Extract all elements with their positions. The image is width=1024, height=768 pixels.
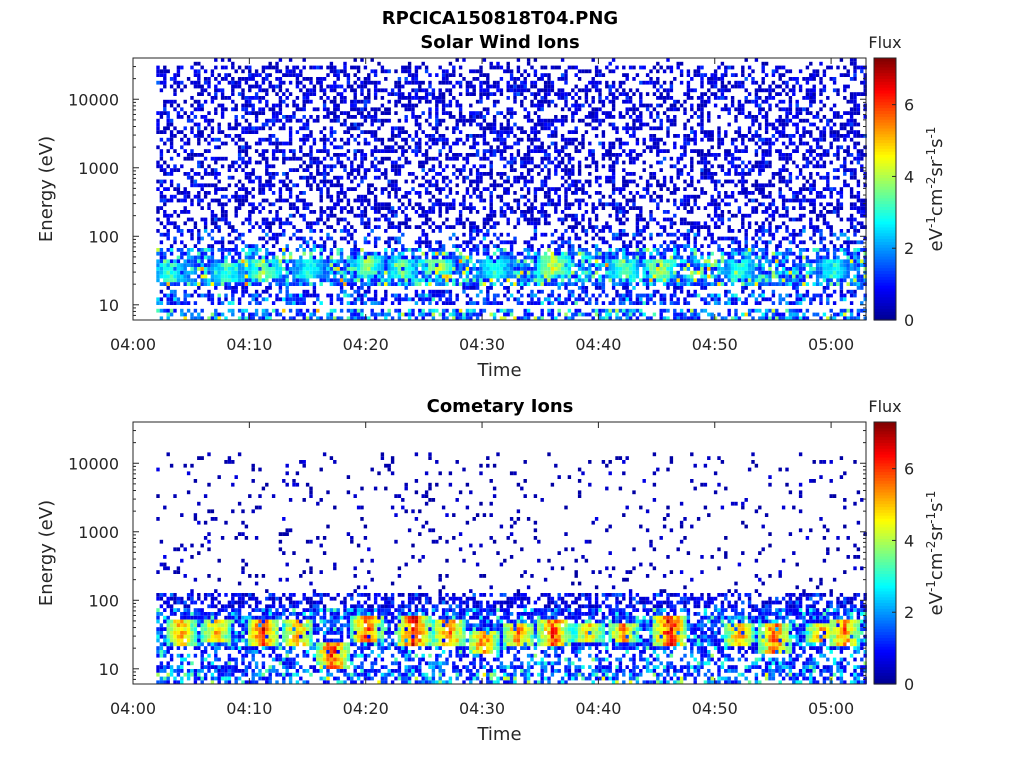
spectrogram <box>156 452 867 685</box>
y-tick-label: 10000 <box>68 454 119 473</box>
colorbar-tick-label: 6 <box>904 96 914 115</box>
colorbar-label: Flux <box>868 397 901 416</box>
unit-exponent: -1 <box>924 580 938 592</box>
unit-symbol: sr <box>926 523 947 540</box>
colorbar-tick-label: 2 <box>904 603 914 622</box>
colorbar-unit-label: eV-1cm-2sr-1s-1 <box>924 127 947 252</box>
x-tick-label: 04:00 <box>110 699 156 718</box>
y-axis-label: Energy (eV) <box>36 500 57 606</box>
colorbar-tick-label: 0 <box>904 675 914 694</box>
unit-symbol: s <box>926 139 947 148</box>
y-tick-label: 10 <box>99 296 119 315</box>
x-tick-label: 04:20 <box>343 335 389 354</box>
y-tick-label: 100 <box>88 591 119 610</box>
x-tick-label: 04:10 <box>226 699 272 718</box>
y-tick-label: 1000 <box>78 159 119 178</box>
colorbar-unit-label: eV-1cm-2sr-1s-1 <box>924 491 947 616</box>
y-tick-label: 1000 <box>78 523 119 542</box>
unit-symbol: s <box>926 503 947 512</box>
colorbar-frame <box>873 57 897 321</box>
panel-title: Cometary Ions <box>427 396 574 417</box>
unit-symbol: eV <box>926 227 947 251</box>
unit-symbol: sr <box>926 159 947 176</box>
x-axis-label: Time <box>476 360 521 381</box>
x-tick-label: 04:10 <box>226 335 272 354</box>
panel-title: Solar Wind Ions <box>420 32 579 53</box>
unit-exponent: -1 <box>924 512 938 524</box>
unit-symbol: cm <box>926 189 947 216</box>
y-axis-label: Energy (eV) <box>36 136 57 242</box>
spectrogram <box>156 58 867 321</box>
unit-symbol: eV <box>926 591 947 615</box>
x-tick-label: 05:00 <box>808 699 854 718</box>
axes-frame <box>132 57 867 321</box>
unit-exponent: -2 <box>924 541 938 553</box>
unit-exponent: -1 <box>924 127 938 139</box>
y-tick-label: 10000 <box>68 90 119 109</box>
unit-symbol: cm <box>926 553 947 580</box>
unit-exponent: -2 <box>924 177 938 189</box>
y-tick-label: 10 <box>99 660 119 679</box>
colorbar-tick-label: 0 <box>904 311 914 330</box>
x-tick-label: 04:00 <box>110 335 156 354</box>
colorbar-label: Flux <box>868 33 901 52</box>
figure-title: RPCICA150818T04.PNG <box>382 8 618 29</box>
colorbar-tick-label: 4 <box>904 531 914 550</box>
colorbar-tick-label: 4 <box>904 167 914 186</box>
x-tick-label: 04:40 <box>575 699 621 718</box>
colorbar-frame <box>873 421 897 685</box>
panel-solar-wind-ions: Solar Wind Ions 04:00 04:10 04:20 04:30 04:40… <box>36 32 947 381</box>
unit-exponent: -1 <box>924 148 938 160</box>
colorbar-tick-label: 2 <box>904 239 914 258</box>
axes-frame <box>132 421 867 685</box>
x-tick-label: 05:00 <box>808 335 854 354</box>
y-tick-label: 100 <box>88 227 119 246</box>
unit-exponent: -1 <box>924 491 938 503</box>
x-tick-label: 04:50 <box>692 335 738 354</box>
x-tick-label: 04:30 <box>459 699 505 718</box>
x-axis-label: Time <box>476 724 521 745</box>
unit-exponent: -1 <box>924 216 938 228</box>
x-tick-label: 04:40 <box>575 335 621 354</box>
x-tick-label: 04:50 <box>692 699 738 718</box>
colorbar-tick-label: 6 <box>904 460 914 479</box>
colorbar <box>874 58 896 321</box>
x-tick-label: 04:20 <box>343 699 389 718</box>
colorbar <box>874 422 896 685</box>
x-tick-label: 04:30 <box>459 335 505 354</box>
